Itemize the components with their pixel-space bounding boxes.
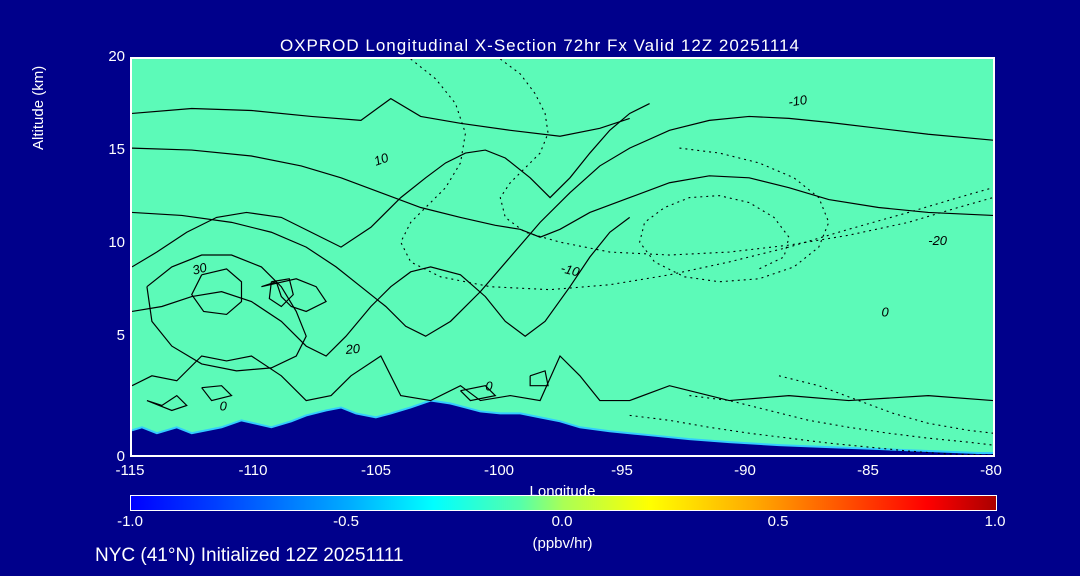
x-tick--85: -85 [843,462,893,479]
cb-tick-0-5: 0.5 [768,513,789,530]
y-tick-10: 10 [95,234,125,251]
x-tick--100: -100 [474,462,524,479]
y-axis-label: Altitude (km) [30,66,47,150]
svg-text:-10: -10 [559,260,582,279]
x-tick--105: -105 [351,462,401,479]
colorbar-section: -1.0 -0.5 0.0 0.5 1.0 (ppbv/hr) [130,495,995,552]
svg-text:30: 30 [191,259,210,277]
cb-tick--0-5: -0.5 [333,513,359,530]
cb-tick-0: 0.0 [552,513,573,530]
x-tick--110: -110 [228,462,278,479]
y-tick-5: 5 [95,327,125,344]
x-tick--115: -115 [105,462,155,479]
weather-chart-window: OXPROD Longitudinal X-Section 72hr Fx Va… [0,0,1080,576]
colorbar-gradient[interactable] [130,495,997,511]
colorbar-ticks: -1.0 -0.5 0.0 0.5 1.0 [130,511,995,531]
svg-text:0: 0 [220,398,228,413]
svg-text:10: 10 [372,150,391,169]
chart-title: OXPROD Longitudinal X-Section 72hr Fx Va… [0,36,1080,56]
cb-tick--1: -1.0 [117,513,143,530]
x-tick--80: -80 [966,462,1016,479]
svg-text:0: 0 [882,304,890,319]
y-tick-20: 20 [95,48,125,65]
svg-text:-20: -20 [928,233,948,248]
svg-text:0: 0 [485,379,493,394]
contour-lines-svg: 20 30 10 -10 -10 -20 0 0 0 0 [132,59,993,455]
footer-label: NYC (41°N) Initialized 12Z 20251111 [95,545,404,567]
svg-text:20: 20 [344,341,361,357]
cb-tick-1: 1.0 [985,513,1006,530]
contour-plot-area[interactable]: 20 30 10 -10 -10 -20 0 0 0 0 [130,57,995,457]
x-tick--90: -90 [720,462,770,479]
svg-text:-10: -10 [787,92,808,110]
x-tick--95: -95 [597,462,647,479]
y-tick-15: 15 [95,141,125,158]
